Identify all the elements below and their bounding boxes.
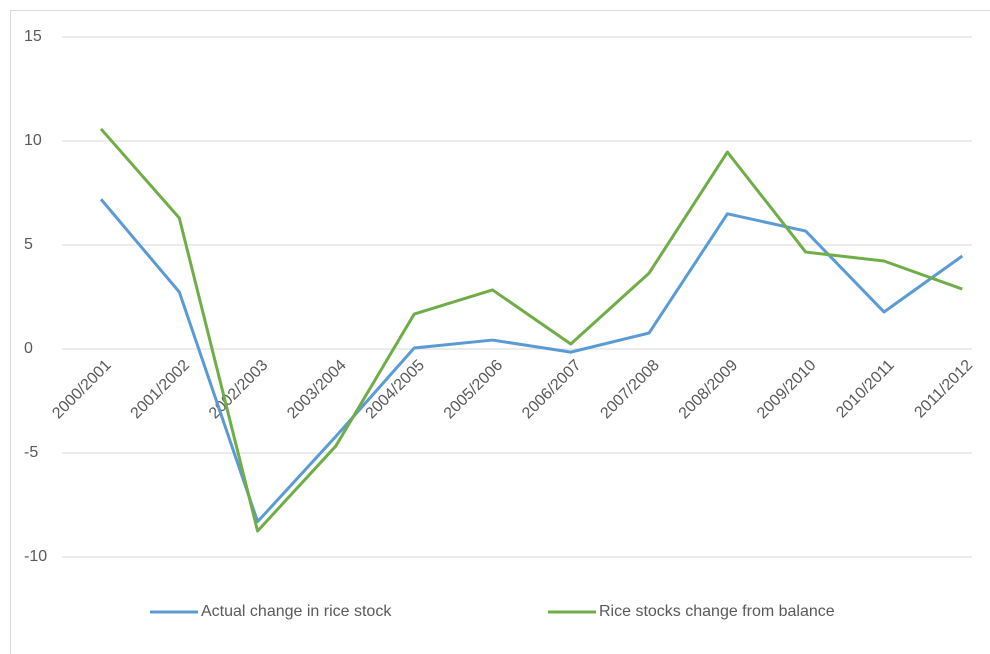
legend-label: Rice stocks change from balance <box>599 603 835 620</box>
x-tick-label: 2008/2009 <box>676 357 742 423</box>
y-tick-label: -10 <box>24 548 47 565</box>
x-tick-label: 2000/2001 <box>49 357 115 423</box>
x-tick-label: 2009/2010 <box>754 357 820 423</box>
chart-border <box>10 10 990 654</box>
x-tick-label: 2003/2004 <box>284 357 350 423</box>
x-tick-label: 2010/2011 <box>833 357 898 422</box>
y-tick-label: 10 <box>24 132 42 149</box>
x-tick-label: 2005/2006 <box>441 357 507 423</box>
data-line <box>99 127 963 533</box>
y-tick-label: 15 <box>24 28 42 45</box>
x-tick-label: 2007/2008 <box>597 357 663 423</box>
y-tick-label: -5 <box>24 444 38 461</box>
legend-label: Actual change in rice stock <box>201 603 392 620</box>
data-line <box>99 198 964 524</box>
x-tick-label: 2004/2005 <box>363 357 429 423</box>
y-tick-label: 0 <box>24 340 33 357</box>
x-tick-label: 2001/2002 <box>128 357 194 423</box>
x-tick-label: 2006/2007 <box>519 357 585 423</box>
x-tick-label: 2011/2012 <box>911 357 976 422</box>
y-tick-label: 5 <box>24 236 33 253</box>
